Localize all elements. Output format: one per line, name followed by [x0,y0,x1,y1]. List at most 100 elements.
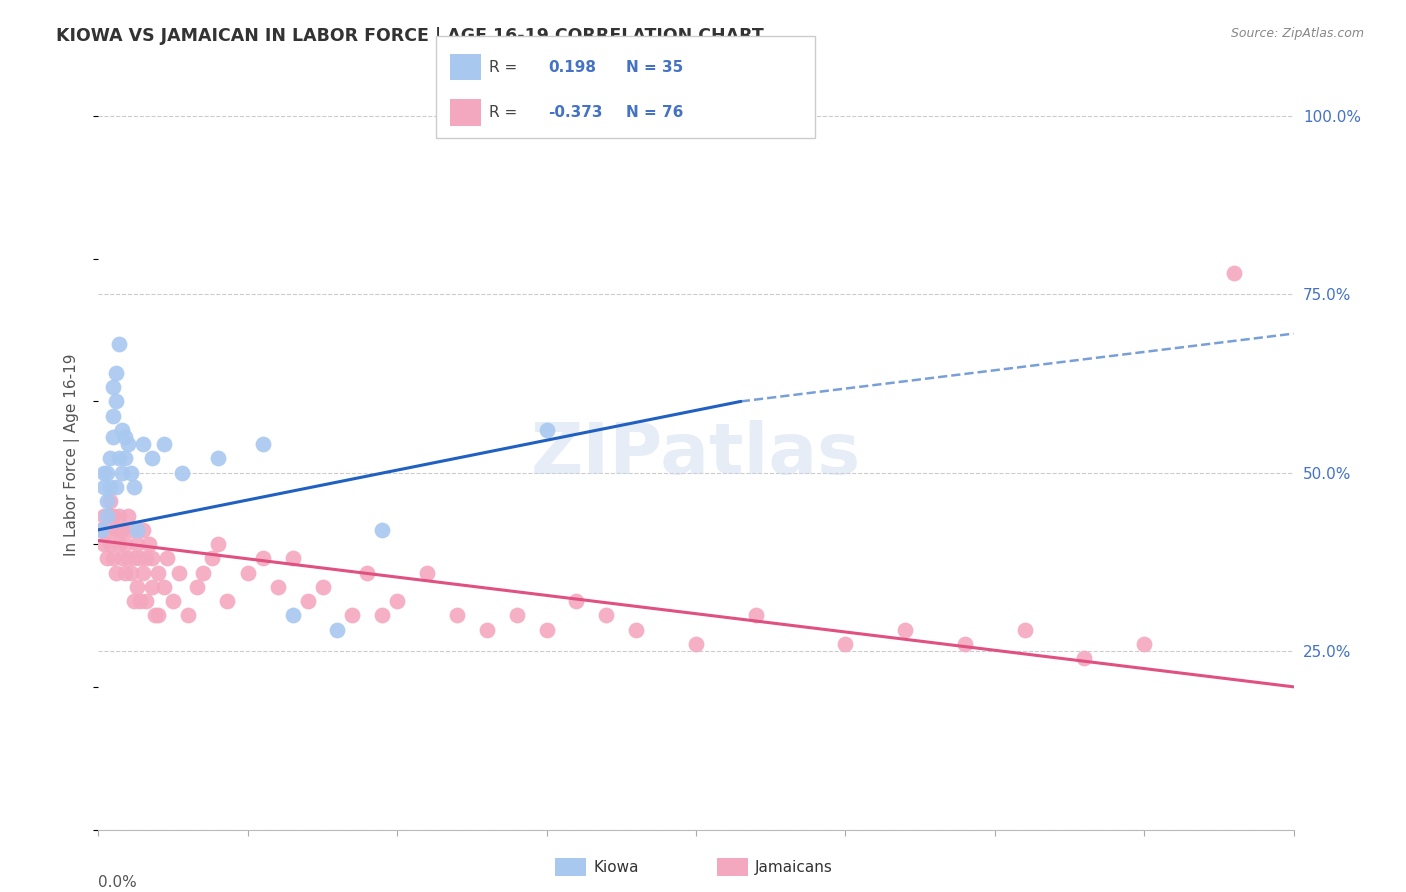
Point [120,466,142,480]
Point [108,508,131,523]
Point [108,537,131,551]
Y-axis label: In Labor Force | Age 16-19: In Labor Force | Age 16-19 [63,353,80,557]
Point [342,608,364,623]
Point [127,523,149,537]
Point [98,494,122,508]
Point [124,551,146,566]
Text: -0.373: -0.373 [548,104,603,120]
Text: Jamaicans: Jamaicans [755,860,832,874]
Text: 0.0%: 0.0% [98,874,138,889]
Point [114,451,136,466]
Point [177,608,200,623]
Point [326,623,349,637]
Point [215,594,238,608]
Point [103,508,125,523]
Point [506,608,529,623]
Point [114,566,136,580]
Point [132,437,155,451]
Point [93,466,115,480]
Point [207,537,229,551]
Point [103,430,125,444]
Text: N = 35: N = 35 [626,60,683,75]
Point [236,566,259,580]
Point [252,551,274,566]
Point [111,466,134,480]
Point [129,551,152,566]
Point [105,566,128,580]
Point [172,466,194,480]
Point [311,580,333,594]
Point [167,566,190,580]
Point [371,608,394,623]
Point [207,451,229,466]
Point [162,594,184,608]
Point [745,608,768,623]
Point [536,623,558,637]
Point [267,580,290,594]
Point [153,580,176,594]
Point [416,566,439,580]
Point [1014,623,1036,637]
Point [281,608,304,623]
Point [127,537,149,551]
Point [475,623,498,637]
Point [565,594,588,608]
Point [127,580,149,594]
Point [90,523,112,537]
Point [153,437,176,451]
Text: Kiowa: Kiowa [593,860,638,874]
Point [129,594,152,608]
Point [105,480,128,494]
Point [96,551,118,566]
Point [1133,637,1156,651]
Text: R =: R = [489,60,517,75]
Point [111,423,134,437]
Point [98,508,122,523]
Point [124,480,146,494]
Point [536,423,558,437]
Point [98,537,122,551]
Point [111,523,134,537]
Point [96,466,118,480]
Point [141,580,163,594]
Point [120,523,142,537]
Point [103,409,125,423]
Point [103,380,125,394]
Point [626,623,648,637]
Point [103,551,125,566]
Point [90,523,112,537]
Point [114,430,136,444]
Point [143,608,166,623]
Point [252,437,274,451]
Point [281,551,304,566]
Point [730,109,752,123]
Point [191,566,214,580]
Point [371,523,394,537]
Point [117,508,139,523]
Point [148,566,170,580]
Point [120,566,142,580]
Point [105,366,128,380]
Point [132,566,155,580]
Point [93,537,115,551]
Point [108,523,131,537]
Point [93,508,115,523]
Point [93,480,115,494]
Point [117,437,139,451]
Point [138,537,160,551]
Point [114,537,136,551]
Point [894,623,917,637]
Point [148,608,170,623]
Point [111,551,134,566]
Point [135,594,157,608]
Text: 0.198: 0.198 [548,60,596,75]
Point [953,637,976,651]
Point [98,451,122,466]
Point [201,551,224,566]
Point [834,637,856,651]
Point [108,337,131,351]
Point [385,594,409,608]
Text: R =: R = [489,104,517,120]
Point [132,523,155,537]
Point [446,608,468,623]
